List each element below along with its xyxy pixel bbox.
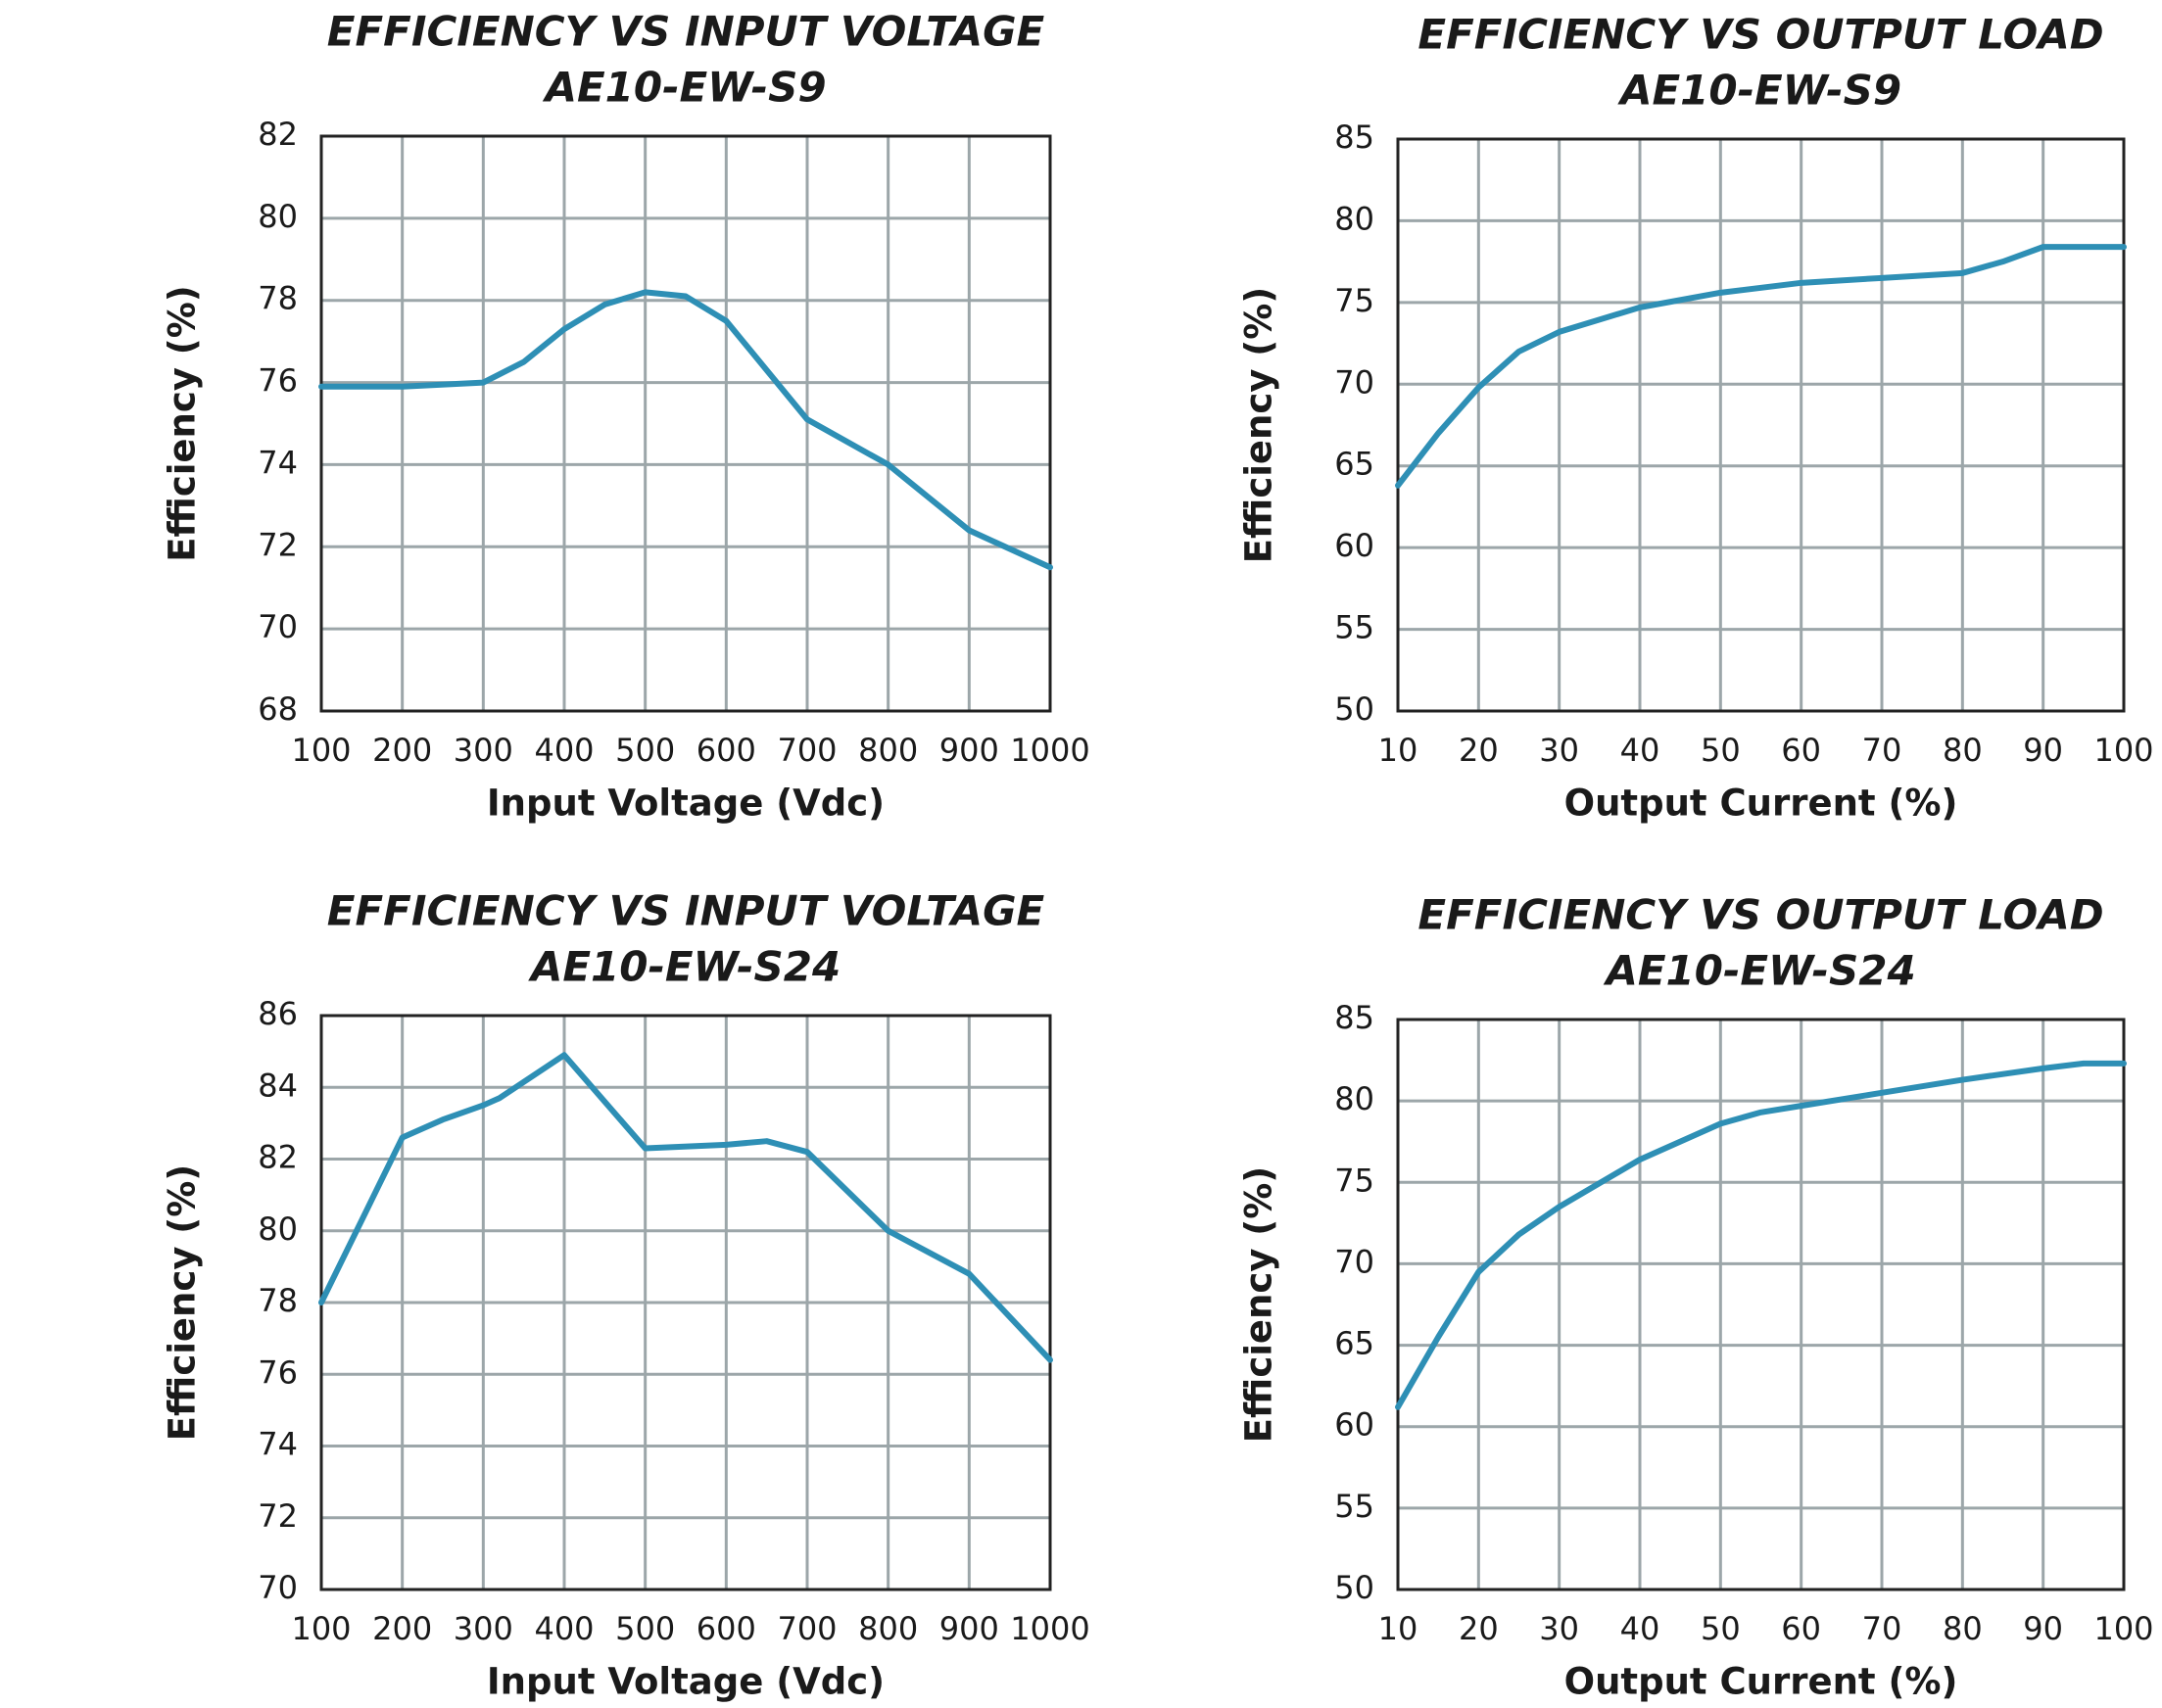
x-tick-label: 10 [1378,732,1418,769]
y-tick-label: 82 [258,1139,298,1176]
x-tick-label: 900 [939,1610,999,1647]
x-tick-label: 600 [697,732,756,769]
x-tick-label: 1000 [1010,732,1089,769]
x-tick-label: 800 [858,1610,918,1647]
x-tick-label: 30 [1539,732,1579,769]
plot-frame [319,134,1052,713]
data-line [1395,1060,2127,1410]
y-axis-label: Efficiency (%) [162,285,204,561]
y-axis-label: Efficiency (%) [1238,287,1280,563]
y-tick-label: 80 [1334,200,1374,237]
chart-subtitle: AE10-EW-S9 [542,64,826,112]
x-tick-label: 40 [1620,732,1660,769]
x-axis-label: Input Voltage (Vdc) [487,783,885,825]
y-tick-label: 55 [1334,1488,1374,1525]
y-tick-label: 70 [258,608,298,645]
x-tick-label: 60 [1781,1610,1821,1647]
x-tick-label: 70 [1862,1610,1902,1647]
y-tick-label: 78 [258,1282,298,1319]
y-tick-label: 74 [258,444,298,481]
x-axis-label: Output Current (%) [1564,1661,1958,1703]
x-tick-label: 100 [2093,1610,2153,1647]
x-tick-label: 400 [534,1610,594,1647]
y-tick-label: 60 [1334,527,1374,564]
y-tick-label: 55 [1334,609,1374,646]
y-axis-label: Efficiency (%) [162,1164,204,1441]
y-tick-label: 76 [258,362,298,400]
x-tick-label: 300 [454,732,513,769]
y-tick-label: 50 [1334,1569,1374,1606]
chart-subtitle: AE10-EW-S9 [1617,67,1901,115]
y-tick-label: 68 [258,690,298,728]
y-tick-label: 78 [258,280,298,317]
x-tick-label: 60 [1781,732,1821,769]
plot-frame [1396,1018,2126,1591]
x-tick-label: 700 [777,732,837,769]
chart-subtitle: AE10-EW-S24 [528,943,841,991]
data-line [318,289,1053,571]
x-tick-label: 500 [615,1610,675,1647]
chart-title: EFFICIENCY VS OUTPUT LOAD [1417,891,2103,939]
y-tick-label: 70 [1334,1243,1374,1280]
y-tick-label: 65 [1334,1325,1374,1362]
x-tick-label: 200 [372,1610,432,1647]
y-tick-label: 75 [1334,282,1374,319]
x-tick-label: 300 [454,1610,513,1647]
x-tick-label: 30 [1539,1610,1579,1647]
x-tick-label: 200 [372,732,432,769]
y-tick-label: 70 [258,1569,298,1606]
x-tick-label: 20 [1459,1610,1499,1647]
x-axis-label: Input Voltage (Vdc) [487,1661,885,1703]
chart-subtitle: AE10-EW-S24 [1603,947,1915,995]
y-tick-label: 76 [258,1353,298,1391]
x-tick-label: 40 [1620,1610,1660,1647]
y-tick-label: 72 [258,526,298,563]
data-line [318,1052,1053,1363]
x-tick-label: 70 [1862,732,1902,769]
x-tick-label: 500 [615,732,675,769]
x-tick-label: 100 [2093,732,2153,769]
y-tick-label: 80 [1334,1080,1374,1117]
y-tick-label: 50 [1334,690,1374,728]
chart-title: EFFICIENCY VS OUTPUT LOAD [1417,11,2103,59]
x-tick-label: 700 [777,1610,837,1647]
chart-title: EFFICIENCY VS INPUT VOLTAGE [327,8,1045,56]
y-tick-label: 75 [1334,1162,1374,1199]
x-tick-label: 50 [1701,1610,1741,1647]
x-axis-label: Output Current (%) [1564,783,1958,825]
y-tick-label: 85 [1334,119,1374,156]
x-tick-label: 80 [1943,1610,1983,1647]
x-tick-label: 50 [1701,732,1741,769]
y-tick-label: 65 [1334,446,1374,483]
y-tick-label: 86 [258,995,298,1032]
y-axis-label: Efficiency (%) [1238,1166,1280,1443]
x-tick-label: 900 [939,732,999,769]
y-tick-label: 82 [258,116,298,153]
y-tick-label: 72 [258,1497,298,1535]
x-tick-label: 90 [2023,1610,2063,1647]
y-tick-label: 74 [258,1426,298,1463]
chart-title: EFFICIENCY VS INPUT VOLTAGE [327,887,1045,935]
y-tick-label: 60 [1334,1406,1374,1444]
x-tick-label: 80 [1943,732,1983,769]
x-tick-label: 90 [2023,732,2063,769]
x-tick-label: 400 [534,732,594,769]
x-tick-label: 20 [1459,732,1499,769]
x-tick-label: 100 [291,732,351,769]
x-tick-label: 600 [697,1610,756,1647]
x-tick-label: 800 [858,732,918,769]
x-tick-label: 1000 [1010,1610,1089,1647]
y-tick-label: 70 [1334,363,1374,401]
x-tick-label: 10 [1378,1610,1418,1647]
y-tick-label: 85 [1334,999,1374,1036]
y-tick-label: 80 [258,198,298,235]
y-tick-label: 80 [258,1210,298,1248]
y-tick-label: 84 [258,1067,298,1104]
plot-frame [1396,137,2126,713]
data-line [1395,244,2127,489]
x-tick-label: 100 [291,1610,351,1647]
